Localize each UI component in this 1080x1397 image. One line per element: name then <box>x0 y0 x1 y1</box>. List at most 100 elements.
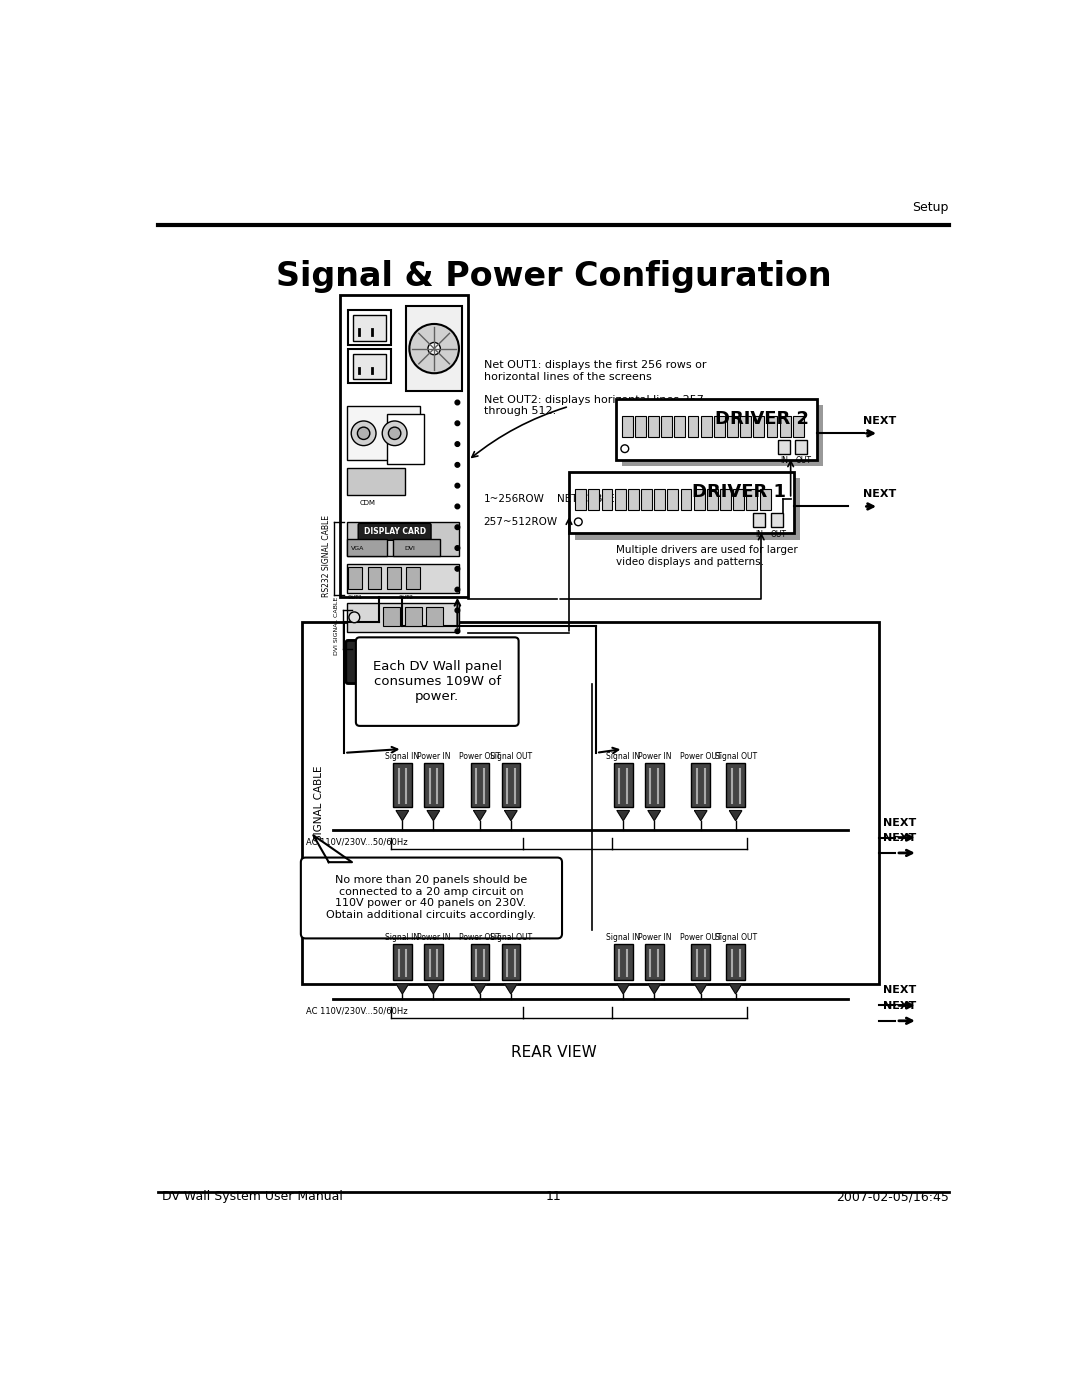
Bar <box>622 405 823 467</box>
Text: Power IN: Power IN <box>637 933 671 942</box>
Text: REAR VIEW: REAR VIEW <box>511 1045 596 1060</box>
Polygon shape <box>617 810 630 820</box>
Text: NET CABLE: NET CABLE <box>557 493 615 504</box>
Bar <box>427 608 444 626</box>
Bar <box>348 567 362 588</box>
Bar <box>714 415 725 437</box>
Bar <box>645 763 663 806</box>
Text: OUT1: OUT1 <box>348 595 363 599</box>
Polygon shape <box>313 835 352 862</box>
Bar <box>393 944 411 979</box>
Text: DRIVER 2: DRIVER 2 <box>715 411 809 429</box>
Polygon shape <box>428 810 440 820</box>
Text: NEXT: NEXT <box>882 817 916 827</box>
Bar <box>367 567 381 588</box>
Bar <box>759 489 770 510</box>
Text: Power IN: Power IN <box>417 753 450 761</box>
Text: DVI SIGNAL CABLE: DVI SIGNAL CABLE <box>334 597 339 655</box>
Polygon shape <box>648 983 661 993</box>
Bar <box>688 415 699 437</box>
Text: NEXT: NEXT <box>864 415 896 426</box>
Circle shape <box>357 427 369 440</box>
Bar <box>393 763 411 806</box>
Text: Net OUT1: displays the first 256 rows or
horizontal lines of the screens: Net OUT1: displays the first 256 rows or… <box>484 360 706 381</box>
Circle shape <box>455 441 460 447</box>
Circle shape <box>455 567 460 571</box>
Bar <box>405 608 422 626</box>
Bar <box>616 398 816 460</box>
Text: Signal & Power Configuration: Signal & Power Configuration <box>275 260 832 293</box>
Text: OUT: OUT <box>770 529 786 538</box>
Bar <box>680 489 691 510</box>
Bar <box>348 349 391 383</box>
Bar <box>793 415 804 437</box>
Circle shape <box>455 400 460 405</box>
Text: TRANSMITTER: TRANSMITTER <box>360 657 448 666</box>
Bar <box>301 622 879 983</box>
Text: Signal IN: Signal IN <box>386 753 419 761</box>
Text: AC 110V/230V...50/60Hz: AC 110V/230V...50/60Hz <box>306 838 407 847</box>
Text: Power OUT: Power OUT <box>459 933 501 942</box>
Circle shape <box>349 612 360 623</box>
Circle shape <box>575 518 582 525</box>
Bar <box>353 353 387 380</box>
Text: Power OUT: Power OUT <box>459 753 501 761</box>
Bar <box>661 415 672 437</box>
Bar <box>576 489 586 510</box>
Bar <box>501 763 521 806</box>
Bar <box>613 763 633 806</box>
Text: Signal IN: Signal IN <box>386 933 419 942</box>
Text: AC 110V/230V...50/60Hz: AC 110V/230V...50/60Hz <box>306 1007 407 1016</box>
Text: RS232 SIGNAL CABLE: RS232 SIGNAL CABLE <box>322 515 330 598</box>
Text: NEXT: NEXT <box>882 1000 916 1011</box>
Bar <box>733 489 744 510</box>
Bar <box>645 944 663 979</box>
Text: Signal OUT: Signal OUT <box>715 933 757 942</box>
Bar <box>691 944 710 979</box>
Bar <box>393 539 440 556</box>
Bar <box>347 407 420 460</box>
Bar <box>424 944 443 979</box>
Bar <box>707 489 718 510</box>
Polygon shape <box>396 810 408 820</box>
Text: NEXT: NEXT <box>882 833 916 842</box>
Text: DRIVER 1: DRIVER 1 <box>692 483 786 502</box>
Circle shape <box>455 608 460 613</box>
Text: Power OUT: Power OUT <box>680 753 721 761</box>
Text: Signal OUT: Signal OUT <box>490 753 532 761</box>
Bar <box>727 763 745 806</box>
Bar <box>406 567 420 588</box>
Bar <box>347 539 387 556</box>
Bar <box>740 415 751 437</box>
Circle shape <box>455 546 460 550</box>
Circle shape <box>351 420 376 446</box>
Text: 2007-02-05/16:45: 2007-02-05/16:45 <box>836 1190 948 1203</box>
Bar <box>613 944 633 979</box>
Bar <box>387 567 401 588</box>
Circle shape <box>428 342 441 355</box>
Bar <box>779 440 789 454</box>
Text: NEXT: NEXT <box>864 489 896 499</box>
Bar <box>383 608 400 626</box>
Bar <box>727 944 745 979</box>
Bar <box>720 489 731 510</box>
Bar <box>754 415 765 437</box>
Bar <box>746 489 757 510</box>
Text: Signal IN: Signal IN <box>606 753 640 761</box>
Text: Net OUT2: displays horizontal lines 257
through 512.: Net OUT2: displays horizontal lines 257 … <box>484 395 704 416</box>
Circle shape <box>409 324 459 373</box>
Text: NEXT: NEXT <box>882 985 916 996</box>
Bar <box>347 522 459 556</box>
Bar <box>622 415 633 437</box>
Circle shape <box>621 444 629 453</box>
Bar <box>471 763 489 806</box>
Text: 11: 11 <box>545 1190 562 1203</box>
Circle shape <box>455 629 460 633</box>
Bar <box>693 489 704 510</box>
Bar <box>627 489 638 510</box>
Text: VGA: VGA <box>351 545 364 550</box>
Bar <box>727 415 738 437</box>
FancyBboxPatch shape <box>356 637 518 726</box>
Text: DISPLAY CARD: DISPLAY CARD <box>364 527 426 536</box>
Circle shape <box>455 420 460 426</box>
